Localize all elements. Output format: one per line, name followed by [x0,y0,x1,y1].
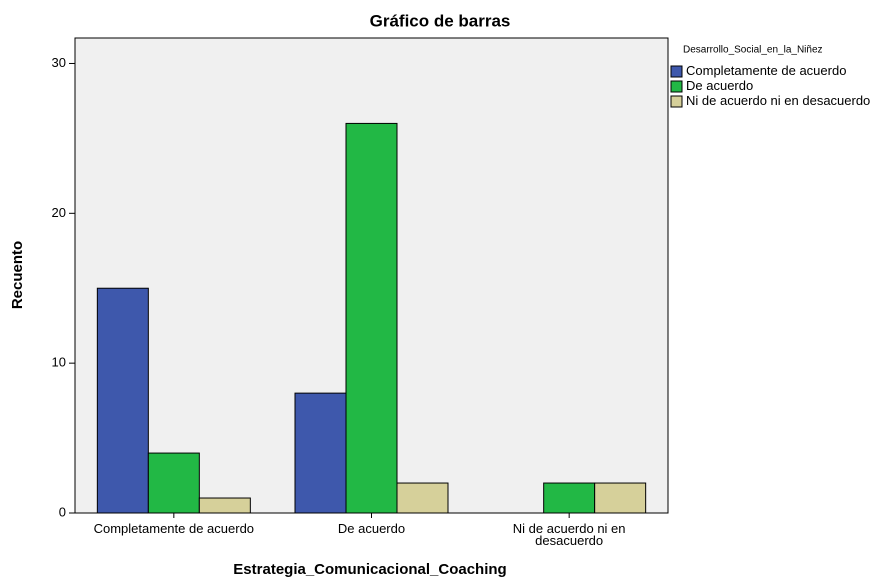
y-tick-label: 20 [52,205,66,220]
x-axis-title: Estrategia_Comunicacional_Coaching [233,561,506,578]
bar [198,497,251,514]
legend-label: De acuerdo [686,78,754,93]
y-axis-title: Recuento [9,241,26,309]
bar [594,482,647,514]
bar [96,287,149,514]
chart-title: Gráfico de barras [370,11,511,30]
y-tick-label: 0 [59,504,66,519]
legend-label: Completamente de acuerdo [686,63,847,78]
bar [396,482,449,514]
bar [345,122,398,514]
x-tick-label: De acuerdo [337,521,406,536]
legend-label: Ni de acuerdo ni en desacuerdo [686,93,871,108]
legend-swatch [670,80,683,93]
y-tick-label: 10 [52,355,66,370]
x-tick-label: Ni de acuerdo ni en desacuerdo [512,521,626,548]
bar [147,452,200,514]
legend-swatch [670,95,683,108]
legend-swatch [670,65,683,78]
x-tick-label: Completamente de acuerdo [93,521,255,536]
bar [294,392,347,514]
legend-title: Desarrollo_Social_en_la_Niñez [683,45,823,56]
bar [543,482,596,514]
y-tick-label: 30 [52,55,66,70]
